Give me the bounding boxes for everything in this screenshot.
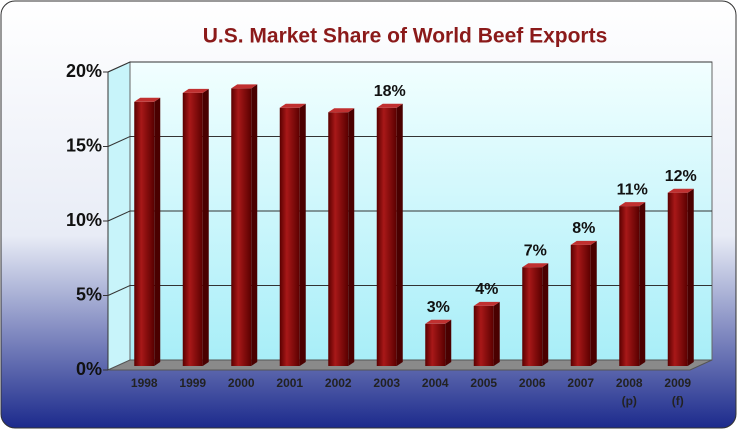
bar-top (425, 319, 452, 324)
data-label: 12% (665, 168, 697, 185)
x-tick-label: 2000 (227, 376, 255, 390)
bar-side (251, 84, 258, 366)
grid-line (107, 210, 131, 222)
bar-top (473, 301, 500, 306)
data-label: 7% (524, 242, 547, 259)
bar-side (590, 240, 597, 366)
bar-side (348, 108, 355, 366)
x-tick-label: 2001 (276, 376, 304, 390)
x-tick-label: 1998 (130, 376, 158, 390)
x-tick-label: 2003 (373, 376, 401, 390)
chart-title: U.S. Market Share of World Beef Exports (203, 25, 608, 48)
bar-side (202, 88, 209, 367)
bar-top (619, 202, 646, 207)
x-tick-label: 1999 (179, 376, 207, 390)
grid-line (107, 61, 131, 73)
bar-top (231, 84, 258, 89)
bar (425, 323, 446, 366)
bar-top (570, 240, 597, 245)
data-label: 3% (427, 299, 450, 316)
x-tick-label: 2002 (324, 376, 352, 390)
bar (376, 107, 397, 366)
x-tick-label: 2008 (p) (615, 376, 643, 408)
bar (522, 267, 543, 366)
x-tick-label: 2007 (567, 376, 595, 390)
bar-top (279, 103, 306, 108)
bar (619, 206, 640, 366)
bar (473, 305, 494, 366)
bar-side (154, 97, 161, 367)
floor (107, 359, 713, 371)
bar-side (687, 188, 694, 366)
x-tick-label: 2004 (421, 376, 449, 390)
data-label: 11% (617, 181, 648, 198)
data-label: 8% (572, 220, 595, 237)
x-tick-label: 2009 (f) (664, 376, 692, 408)
data-label: 18% (374, 83, 406, 100)
bar-top (328, 108, 355, 113)
bar (231, 88, 252, 366)
bar-top (182, 88, 209, 93)
y-tick-label: 10% (66, 210, 102, 230)
bar (667, 192, 688, 366)
grid-line (107, 136, 131, 147)
bar (328, 112, 349, 366)
bar (182, 92, 203, 367)
bar-side (299, 103, 306, 366)
bar-side (639, 202, 646, 366)
bar (279, 107, 300, 366)
bar-side (445, 319, 452, 366)
y-tick-label: 0% (76, 359, 102, 379)
x-tick-label: 2006 (518, 376, 546, 390)
bar-side (542, 263, 549, 366)
bar (570, 244, 591, 366)
grid-line (107, 285, 131, 296)
bar-side (493, 301, 500, 366)
y-tick-label: 15% (66, 135, 102, 155)
bar-top (134, 97, 161, 102)
bar-top (376, 103, 403, 108)
x-tick-label: 2005 (470, 376, 498, 390)
bar-top (667, 188, 694, 193)
y-tick-label: 20% (66, 61, 102, 81)
y-tick-label: 5% (76, 284, 102, 304)
bar-top (522, 263, 549, 268)
bar-side (396, 103, 403, 366)
bar (134, 101, 155, 367)
data-label: 4% (475, 281, 498, 298)
